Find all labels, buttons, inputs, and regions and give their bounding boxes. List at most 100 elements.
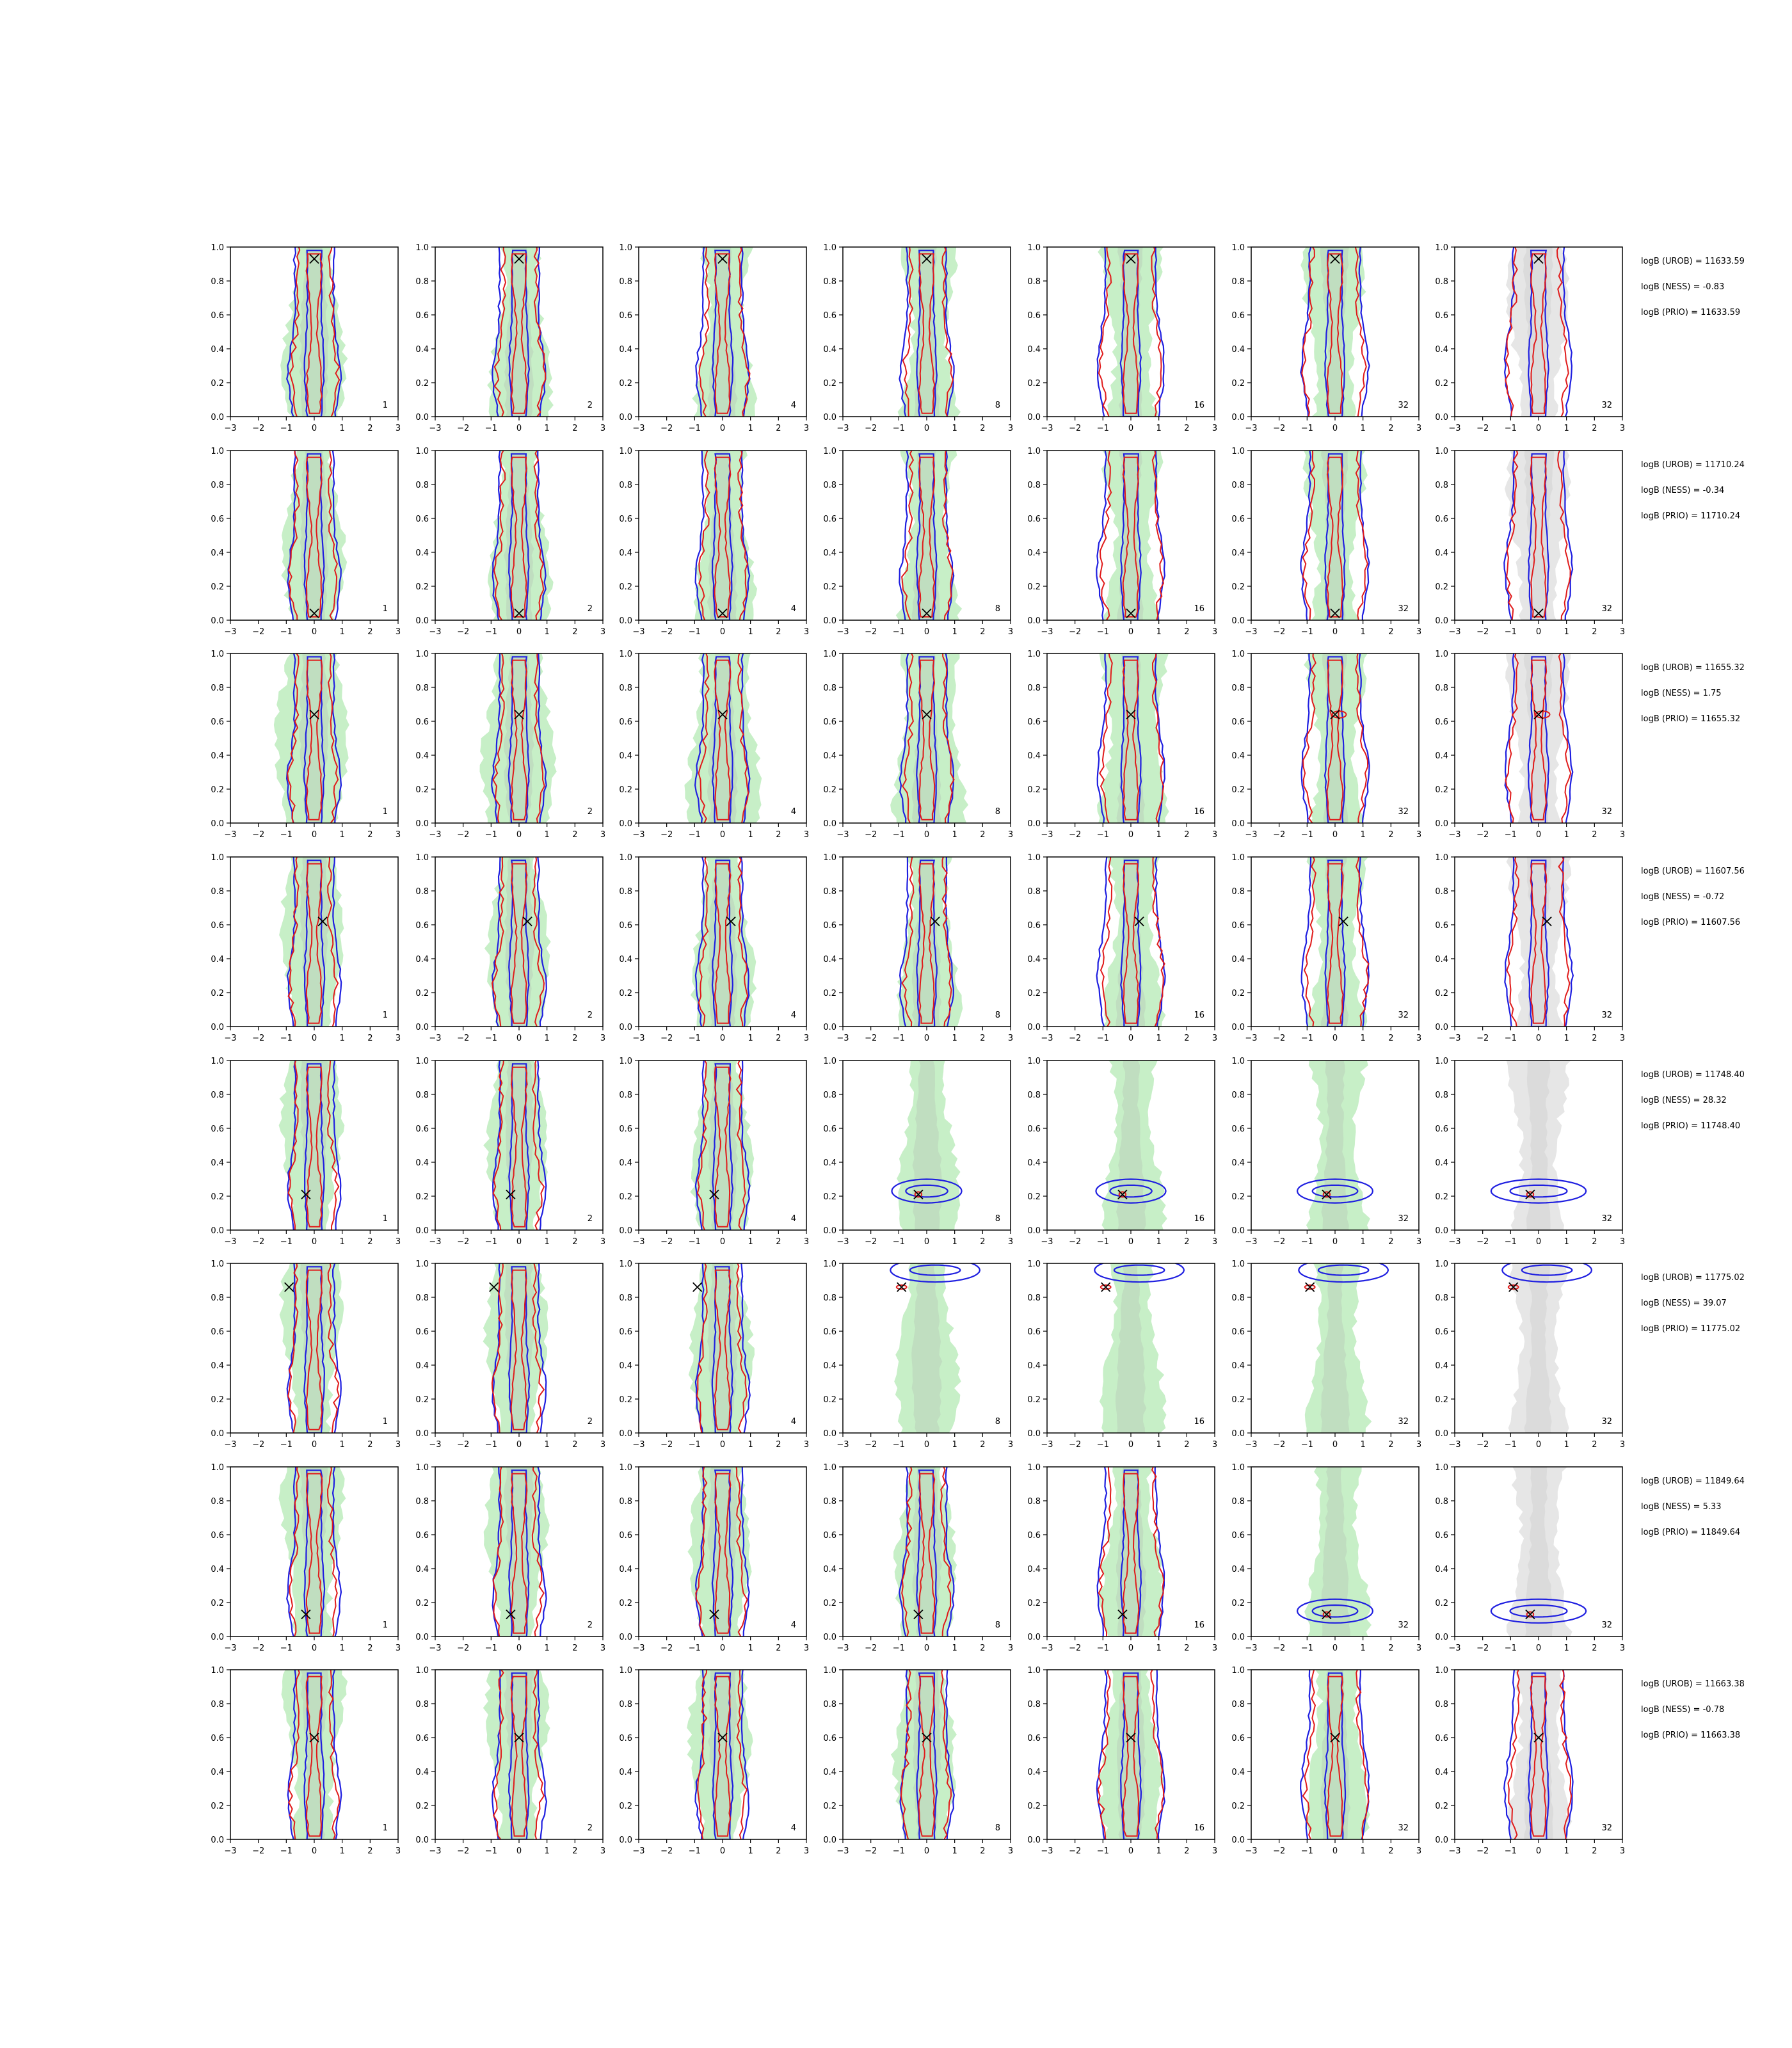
y-tick-label: 0.0 [415, 413, 429, 422]
x-tick-label: −1 [893, 1846, 905, 1856]
y-tick-label: 1.0 [1231, 853, 1245, 863]
x-tick-label: 1 [1361, 1034, 1366, 1043]
truth-marker [922, 608, 932, 619]
x-tick-label: 0 [924, 1846, 929, 1856]
truth-marker [309, 1732, 319, 1743]
blue-contour-inner [1317, 1264, 1370, 1276]
x-tick-label: 1 [748, 1237, 753, 1247]
y-tick-label: 0.4 [211, 1158, 224, 1168]
x-tick-label: −2 [660, 1644, 673, 1653]
y-tick-label: 0.4 [415, 548, 429, 558]
panel-label: 8 [995, 1417, 1000, 1427]
y-tick-label: 0.8 [619, 277, 632, 287]
y-tick-label: 0.6 [1435, 515, 1448, 524]
y-tick-label: 0.2 [211, 1192, 224, 1202]
red-contour-outer [696, 1263, 748, 1433]
x-tick-label: 2 [1388, 1846, 1393, 1856]
panel-r6-c2: −3 −2 −1 0 1 2 3 0.0 0.2 0.4 0.6 0.8 1.0 2 [415, 1260, 605, 1450]
y-tick-label: 0.6 [1231, 1124, 1245, 1134]
x-tick-label: 2 [776, 1237, 781, 1247]
x-tick-label: 3 [1212, 1644, 1217, 1653]
row-annotations-7: logB (UROB) = 11849.64 logB (NESS) = 5.33… [1641, 1476, 1745, 1537]
x-tick-label: −2 [457, 830, 469, 840]
x-tick-label: 0 [312, 1034, 317, 1043]
x-tick-label: 2 [1592, 1237, 1597, 1247]
x-tick-label: −2 [457, 1237, 469, 1247]
x-tick-label: −1 [893, 830, 905, 840]
y-tick-label: 1.0 [1027, 853, 1041, 863]
x-tick-label: −3 [632, 830, 644, 840]
x-tick-label: −1 [485, 1440, 497, 1450]
truth-marker [922, 1732, 932, 1743]
panel-r8-c5: −3 −2 −1 0 1 2 3 0.0 0.2 0.4 0.6 0.8 1.0 16 [1027, 1666, 1217, 1856]
panel-r8-c7: −3 −2 −1 0 1 2 3 0.0 0.2 0.4 0.6 0.8 1.0 32 [1435, 1666, 1625, 1856]
panel-r6-c6: −3 −2 −1 0 1 2 3 0.0 0.2 0.4 0.6 0.8 1.0 32 [1231, 1260, 1421, 1450]
panel-r6-c3: −3 −2 −1 0 1 2 3 0.0 0.2 0.4 0.6 0.8 1.0 4 [619, 1260, 809, 1450]
blue-contour-inner [508, 453, 530, 620]
y-tick-label: 1.0 [823, 650, 836, 659]
y-tick-label: 0.0 [1231, 1226, 1245, 1236]
x-tick-label: −2 [660, 1237, 673, 1247]
x-tick-label: 3 [1008, 1846, 1013, 1856]
x-tick-label: −2 [1069, 1034, 1081, 1043]
y-tick-label: 0.4 [1231, 548, 1245, 558]
x-tick-label: 0 [720, 1440, 725, 1450]
y-tick-label: 0.8 [415, 1091, 429, 1100]
red-contour-outer [491, 1263, 545, 1433]
y-tick-label: 0.6 [1435, 717, 1448, 727]
y-tick-label: 0.6 [619, 717, 632, 727]
blue-contour-inner [916, 860, 938, 1027]
y-tick-label: 0.8 [211, 887, 224, 897]
y-tick-label: 1.0 [1435, 650, 1448, 659]
density-fill-inner [1320, 1263, 1350, 1433]
y-tick-label: 0.2 [619, 379, 632, 388]
x-tick-label: −1 [689, 1034, 701, 1043]
y-tick-label: 1.0 [1027, 1057, 1041, 1066]
x-tick-label: −2 [252, 627, 264, 637]
y-tick-label: 1.0 [1435, 447, 1448, 456]
y-tick-label: 0.6 [1231, 311, 1245, 321]
y-tick-label: 0.6 [415, 1124, 429, 1134]
y-tick-label: 0.0 [1231, 616, 1245, 626]
blue-contour-outer [492, 247, 547, 417]
logb-annotation: logB (NESS) = 5.33 [1641, 1502, 1722, 1512]
x-tick-label: 2 [572, 1644, 577, 1653]
panel-label: 2 [588, 1823, 593, 1833]
x-tick-label: 3 [396, 627, 401, 637]
red-contour-inner [510, 456, 527, 618]
x-tick-label: 2 [1592, 627, 1597, 637]
y-tick-label: 1.0 [1027, 1666, 1041, 1676]
blue-contour-inner [1324, 656, 1346, 823]
x-tick-label: 0 [1536, 830, 1541, 840]
red-contour-outer [289, 1467, 338, 1636]
x-tick-label: 1 [952, 627, 957, 637]
x-tick-label: −1 [280, 424, 292, 433]
x-tick-label: 1 [1361, 627, 1366, 637]
y-tick-label: 0.8 [1435, 684, 1448, 693]
y-tick-label: 0.8 [1435, 1091, 1448, 1100]
blue-contour-outer [1490, 1598, 1587, 1624]
y-tick-label: 0.8 [211, 481, 224, 490]
y-tick-label: 0.2 [619, 1192, 632, 1202]
truth-marker [1533, 608, 1544, 619]
x-tick-label: −1 [1097, 1644, 1109, 1653]
x-tick-label: 2 [572, 830, 577, 840]
x-tick-label: −2 [252, 1440, 264, 1450]
x-tick-label: 2 [572, 1846, 577, 1856]
logb-annotation: logB (PRIO) = 11633.59 [1641, 308, 1740, 317]
panel-r3-c1: −3 −2 −1 0 1 2 3 0.0 0.2 0.4 0.6 0.8 1.0 1 [211, 650, 401, 840]
red-contour-inner [1326, 456, 1344, 618]
y-tick-label: 0.2 [211, 989, 224, 998]
red-contour-outer [698, 451, 749, 620]
x-tick-label: −1 [689, 424, 701, 433]
y-tick-label: 0.0 [415, 819, 429, 829]
x-tick-label: 3 [804, 1237, 809, 1247]
panel-label: 8 [995, 604, 1000, 614]
y-tick-label: 1.0 [619, 1463, 632, 1473]
truth-marker [506, 1609, 516, 1620]
y-tick-label: 0.4 [823, 751, 836, 761]
x-tick-label: −3 [1448, 1644, 1460, 1653]
blue-contour-inner [915, 453, 938, 620]
x-tick-label: −2 [865, 627, 877, 637]
x-tick-label: −3 [836, 1034, 849, 1043]
